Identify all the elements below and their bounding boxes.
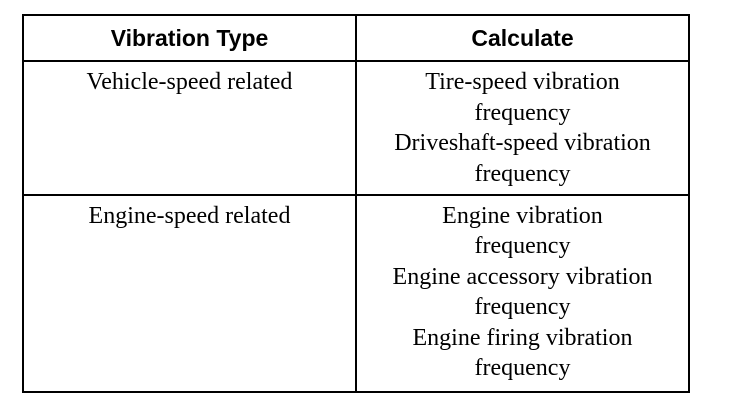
calculate-line: frequency bbox=[474, 294, 571, 321]
calculate-cell: Engine vibration frequency Engine accessor… bbox=[355, 193, 690, 394]
vibration-table: Vibration Type Calculate Vehicle-speed r… bbox=[22, 14, 690, 394]
header-cell: Vibration Type bbox=[22, 14, 357, 62]
vibration-type-cell: Engine-speed related bbox=[22, 193, 357, 394]
calculate-cell: Tire-speed vibration frequency Driveshaft-… bbox=[355, 60, 690, 196]
table-row: Vehicle-speed related Tire-speed vibratio… bbox=[22, 60, 690, 196]
vibration-type-cell: Vehicle-speed related bbox=[22, 60, 357, 196]
table-row: Engine-speed related Engine vibration freq… bbox=[22, 193, 690, 394]
table-body: Vehicle-speed related Tire-speed vibratio… bbox=[22, 60, 690, 394]
header-cell: Calculate bbox=[355, 14, 690, 62]
calculate-line: Engine vibration bbox=[442, 202, 603, 229]
calculate-line: Engine firing vibration bbox=[412, 324, 633, 351]
header-row: Vibration Type Calculate bbox=[22, 14, 690, 62]
calculate-line: frequency bbox=[474, 160, 571, 187]
calculate-line: Driveshaft-speed vibration bbox=[394, 130, 651, 156]
calculate-line: frequency bbox=[474, 99, 571, 126]
calculate-line: frequency bbox=[474, 355, 571, 382]
calculate-line: frequency bbox=[474, 233, 571, 260]
calculate-line: Tire-speed vibration bbox=[425, 69, 620, 95]
calculate-line: Engine accessory vibration bbox=[392, 263, 653, 290]
